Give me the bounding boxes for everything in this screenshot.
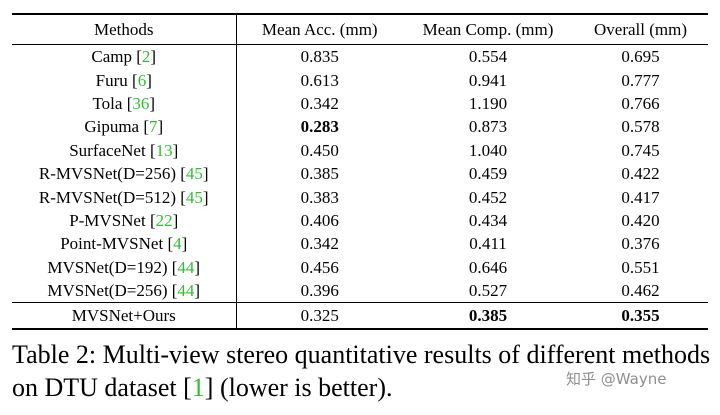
mean-acc-cell: 0.450: [300, 140, 339, 160]
table-row: Furu [6] 0.613 0.941 0.777: [12, 68, 708, 92]
overall-cell: 0.551: [621, 257, 660, 277]
table-row: P-MVSNet [22] 0.406 0.434 0.420: [12, 208, 708, 233]
table-row: Point-MVSNet [4] 0.342 0.411 0.376: [12, 232, 708, 256]
overall-cell: 0.422: [621, 164, 660, 184]
overall-cell: 0.355: [573, 302, 708, 331]
mean-acc-cell: 0.383: [300, 187, 339, 207]
header-mean-comp: Mean Comp. (mm): [403, 13, 573, 45]
method-name: SurfaceNet: [69, 140, 146, 160]
table-row-ours: MVSNet+Ours 0.325 0.385 0.355: [12, 302, 708, 331]
mean-acc-cell: 0.385: [300, 164, 339, 184]
mean-comp-cell: 0.873: [468, 117, 508, 137]
mean-comp-cell: 0.459: [468, 164, 508, 184]
mean-acc-cell: 0.342: [300, 93, 339, 113]
overall-cell: 0.578: [621, 117, 660, 137]
mean-acc-cell: 0.456: [300, 257, 339, 277]
method-name: Tola: [92, 93, 123, 113]
mean-acc-cell: 0.325: [236, 302, 403, 331]
overall-cell: 0.417: [621, 187, 660, 207]
mean-comp-cell: 0.411: [469, 234, 507, 254]
method-cell: Furu [6]: [12, 68, 237, 92]
method-name: Point-MVSNet: [60, 234, 164, 254]
watermark: 知乎 @Wayne: [566, 370, 667, 388]
mean-acc-cell: 0.283: [300, 117, 339, 137]
method-name: MVSNet(D=192): [47, 257, 168, 277]
table-header-row: Methods Mean Acc. (mm) Mean Comp. (mm) O…: [12, 13, 708, 45]
mean-comp-cell: 0.385: [403, 302, 573, 331]
citation-link[interactable]: 7: [149, 117, 158, 137]
method-name: Furu: [95, 70, 128, 90]
table-body: Camp [2] 0.835 0.554 0.695 Furu [6] 0.61…: [12, 44, 708, 331]
caption-text: Table 2: Multi-view stereo quantitative …: [12, 340, 711, 402]
method-cell: MVSNet(D=256) [44]: [12, 278, 237, 303]
citation-link[interactable]: 44: [177, 257, 195, 277]
method-name: R-MVSNet(D=512): [38, 187, 176, 207]
table-caption: Table 2: Multi-view stereo quantitative …: [12, 338, 712, 404]
mean-comp-cell: 1.040: [468, 140, 508, 160]
mean-comp-cell: 1.190: [468, 93, 508, 113]
mean-acc-cell: 0.342: [300, 234, 339, 254]
method-cell: P-MVSNet [22]: [12, 208, 237, 233]
table-row: MVSNet(D=256) [44] 0.396 0.527 0.462: [12, 278, 708, 303]
mean-acc-cell: 0.613: [300, 70, 339, 90]
method-cell: Point-MVSNet [4]: [12, 232, 237, 256]
method-cell: Tola [36]: [12, 91, 237, 116]
citation-link[interactable]: 2: [141, 47, 151, 67]
citation-link[interactable]: 6: [137, 70, 147, 90]
method-cell: MVSNet(D=192) [44]: [12, 255, 237, 279]
table-row: R-MVSNet(D=512) [45] 0.383 0.452 0.417: [12, 185, 708, 209]
overall-cell: 0.376: [621, 234, 660, 254]
mean-acc-cell: 0.396: [300, 281, 339, 301]
citation-link[interactable]: 22: [155, 210, 173, 230]
overall-cell: 0.766: [621, 93, 660, 113]
overall-cell: 0.462: [621, 281, 660, 301]
header-methods: Methods: [12, 13, 237, 45]
method-cell: R-MVSNet(D=512) [45]: [12, 185, 237, 209]
method-cell: Camp [2]: [12, 44, 237, 69]
mean-comp-cell: 0.554: [468, 47, 508, 67]
overall-cell: 0.695: [621, 47, 660, 67]
overall-cell: 0.745: [621, 140, 660, 160]
citation-link[interactable]: 4: [173, 234, 182, 254]
overall-cell: 0.777: [621, 70, 660, 90]
citation-link[interactable]: 1: [191, 373, 205, 402]
citation-link[interactable]: 36: [132, 93, 150, 113]
mean-comp-cell: 0.434: [468, 210, 508, 230]
table-row: Tola [36] 0.342 1.190 0.766: [12, 91, 708, 116]
method-name: R-MVSNet(D=256): [38, 164, 176, 184]
method-name: Gipuma: [84, 117, 140, 137]
mean-acc-cell: 0.835: [300, 47, 339, 67]
mean-comp-cell: 0.941: [468, 70, 508, 90]
table-row: SurfaceNet [13] 0.450 1.040 0.745: [12, 138, 708, 162]
citation-link[interactable]: 44: [177, 281, 195, 301]
table-row: R-MVSNet(D=256) [45] 0.385 0.459 0.422: [12, 161, 708, 186]
method-name: MVSNet(D=256): [47, 281, 168, 301]
results-table-container: Methods Mean Acc. (mm) Mean Comp. (mm) O…: [12, 13, 708, 331]
mean-acc-cell: 0.406: [300, 210, 339, 230]
table-row: MVSNet(D=192) [44] 0.456 0.646 0.551: [12, 255, 708, 279]
citation-link[interactable]: 45: [185, 187, 203, 207]
method-cell: MVSNet+Ours: [12, 302, 237, 331]
results-table: Methods Mean Acc. (mm) Mean Comp. (mm) O…: [12, 13, 708, 331]
method-cell: Gipuma [7]: [12, 115, 237, 139]
header-overall: Overall (mm): [573, 13, 708, 45]
table-row: Gipuma [7] 0.283 0.873 0.578: [12, 115, 708, 139]
method-cell: SurfaceNet [13]: [12, 138, 237, 162]
mean-comp-cell: 0.527: [468, 281, 508, 301]
method-name: P-MVSNet: [69, 210, 146, 230]
citation-link[interactable]: 45: [185, 164, 203, 184]
overall-cell: 0.420: [621, 210, 660, 230]
table-row: Camp [2] 0.835 0.554 0.695: [12, 44, 708, 69]
mean-comp-cell: 0.452: [468, 187, 508, 207]
header-mean-acc: Mean Acc. (mm): [236, 13, 403, 45]
method-cell: R-MVSNet(D=256) [45]: [12, 161, 237, 186]
mean-comp-cell: 0.646: [468, 257, 508, 277]
caption-text-end: ] (lower is better).: [204, 373, 393, 402]
citation-link[interactable]: 13: [155, 140, 173, 160]
method-name: Camp: [91, 47, 132, 67]
